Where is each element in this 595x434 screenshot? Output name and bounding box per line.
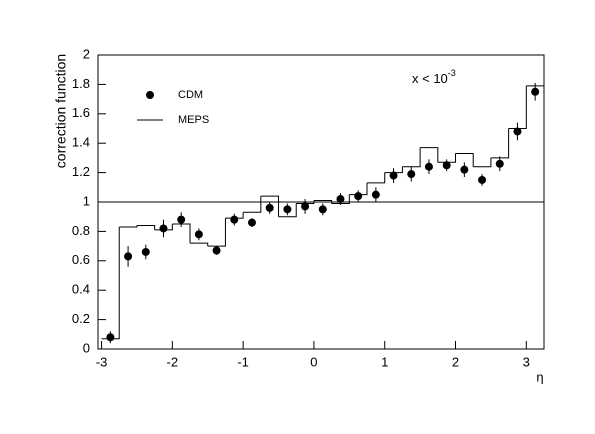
data-point	[495, 159, 504, 168]
step-segment	[402, 147, 421, 168]
x-axis-label: η	[536, 369, 543, 384]
data-point	[336, 195, 345, 204]
data-point	[371, 190, 380, 199]
step-segment	[243, 196, 262, 213]
step-segment	[455, 152, 474, 167]
step-segment	[119, 225, 138, 228]
step-segment	[190, 242, 209, 247]
data-point	[106, 333, 115, 342]
data-point	[265, 203, 274, 212]
data-point	[247, 218, 256, 227]
step-segment	[207, 218, 226, 247]
x-tick-label: -2	[167, 354, 179, 369]
data-point	[389, 171, 398, 180]
step-segment	[384, 166, 403, 174]
y-tick-label: 1.4	[72, 135, 90, 150]
legend-marker	[146, 91, 154, 99]
data-point	[478, 175, 487, 184]
step-segment	[367, 172, 386, 184]
step-segment	[313, 200, 333, 204]
data-point	[424, 162, 433, 171]
step-segment	[437, 153, 457, 163]
data-point	[194, 230, 203, 239]
x-tick-label: -3	[96, 354, 108, 369]
data-point	[318, 205, 327, 214]
data-point	[212, 246, 221, 255]
annotation: x < 10-3	[412, 68, 456, 86]
y-tick-label: 1.6	[72, 105, 90, 120]
y-tick-label: 1.2	[72, 164, 90, 179]
y-tick-label: 0.6	[72, 252, 90, 267]
data-point	[177, 215, 186, 224]
data-point	[230, 215, 239, 224]
x-tick-label: 0	[310, 354, 317, 369]
step-segment	[225, 212, 244, 219]
step-segment	[260, 195, 280, 217]
step-segment	[278, 203, 297, 218]
x-tick-label: 3	[523, 354, 530, 369]
step-segment	[490, 128, 510, 159]
x-tick-label: 2	[452, 354, 459, 369]
legend-label: CDM	[178, 89, 203, 101]
step-segment	[154, 224, 173, 231]
step-segment	[420, 147, 439, 163]
y-tick-label: 0.4	[72, 282, 90, 297]
x-tick-label: 1	[381, 354, 388, 369]
y-tick-label: 0	[83, 340, 90, 355]
step-segment	[296, 200, 315, 204]
data-point	[531, 87, 540, 96]
y-tick-label: 0.2	[72, 311, 90, 326]
y-tick-label: 2	[83, 46, 90, 61]
step-segment	[331, 194, 350, 204]
data-point	[513, 127, 522, 136]
data-point	[301, 202, 310, 211]
data-point	[283, 205, 292, 214]
data-point	[124, 252, 133, 261]
step-segment	[508, 85, 527, 129]
data-point	[460, 165, 469, 174]
y-tick-label: 1.8	[72, 76, 90, 91]
y-tick-label: 0.8	[72, 223, 90, 238]
annotation-text: x < 10	[412, 71, 448, 86]
step-segment	[136, 225, 156, 230]
data-point	[442, 161, 451, 170]
y-axis-label: correction function	[53, 54, 69, 168]
data-point	[159, 224, 168, 233]
x-tick-label: -1	[237, 354, 249, 369]
step-segment	[349, 182, 368, 196]
legend-label: MEPS	[178, 114, 209, 126]
step-segment	[473, 157, 492, 168]
data-point	[407, 170, 416, 179]
data-point	[141, 247, 150, 256]
step-segment	[172, 223, 191, 244]
step-segment	[101, 226, 120, 340]
annotation-superscript: -3	[448, 68, 456, 78]
y-tick-label: 1	[83, 193, 90, 208]
data-point	[354, 192, 363, 201]
